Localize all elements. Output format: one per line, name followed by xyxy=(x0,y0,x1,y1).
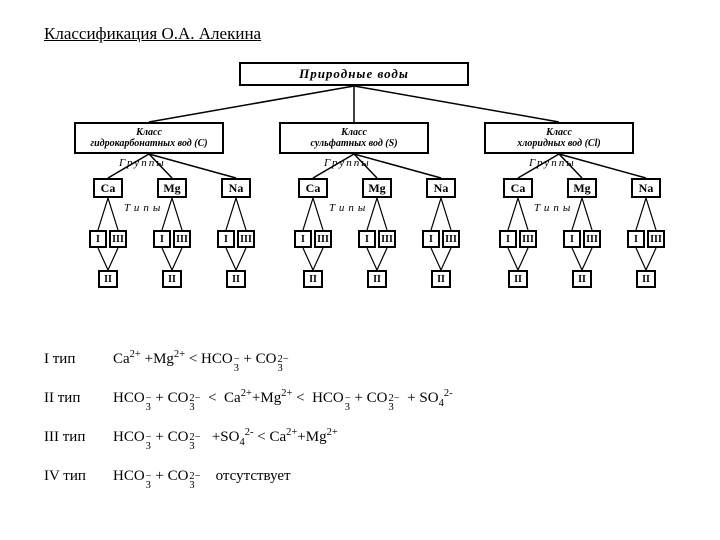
group-node: Na xyxy=(631,178,661,198)
type-node: II xyxy=(508,270,528,288)
group-node: Mg xyxy=(567,178,597,198)
type-node: II xyxy=(226,270,246,288)
type-node: I xyxy=(217,230,235,248)
type-node: III xyxy=(173,230,191,248)
group-label: Группы xyxy=(529,157,576,169)
type-3-row: III тип HCO−3 + CO2−3 +SO42- < Ca2++Mg2+ xyxy=(44,418,453,457)
group-node: Ca xyxy=(93,178,123,198)
type-node: I xyxy=(563,230,581,248)
group-node: Na xyxy=(426,178,456,198)
type-node: III xyxy=(519,230,537,248)
group-node: Ca xyxy=(503,178,533,198)
type-label: Типы xyxy=(534,202,574,214)
class-node: Классхлоридных вод (Cl) xyxy=(484,122,634,154)
type-1-label: I тип xyxy=(44,340,99,379)
type-node: II xyxy=(162,270,182,288)
type-node: III xyxy=(314,230,332,248)
type-1-row: I тип Ca2+ +Mg2+ < HCO−3 + CO2−3 xyxy=(44,340,453,379)
type-4-row: IV тип HCO−3 + CO2−3 отсутствует xyxy=(44,457,453,496)
group-label: Группы xyxy=(119,157,166,169)
type-2-formula: HCO−3 + CO2−3 < Ca2++Mg2+ < HCO−3 + CO2−… xyxy=(113,379,453,418)
type-node: I xyxy=(89,230,107,248)
type-node: III xyxy=(378,230,396,248)
type-node: I xyxy=(627,230,645,248)
class-node: Класссульфатных вод (S) xyxy=(279,122,429,154)
type-3-label: III тип xyxy=(44,418,99,457)
page-title: Классификация О.А. Алекина xyxy=(44,24,261,44)
type-3-formula: HCO−3 + CO2−3 +SO42- < Ca2++Mg2+ xyxy=(113,418,338,457)
type-node: II xyxy=(636,270,656,288)
type-2-label: II тип xyxy=(44,379,99,418)
type-node: III xyxy=(647,230,665,248)
group-node: Ca xyxy=(298,178,328,198)
type-label: Типы xyxy=(329,202,369,214)
group-node: Mg xyxy=(157,178,187,198)
group-node: Na xyxy=(221,178,251,198)
type-node: II xyxy=(431,270,451,288)
root-node: Природные воды xyxy=(239,62,469,86)
type-node: II xyxy=(303,270,323,288)
type-node: I xyxy=(422,230,440,248)
type-node: I xyxy=(294,230,312,248)
type-node: II xyxy=(367,270,387,288)
classification-tree: Природные воды Классгидрокарбонатных вод… xyxy=(44,62,664,322)
class-node: Классгидрокарбонатных вод (C) xyxy=(74,122,224,154)
type-1-formula: Ca2+ +Mg2+ < HCO−3 + CO2−3 xyxy=(113,340,289,379)
type-node: I xyxy=(358,230,376,248)
type-node: I xyxy=(499,230,517,248)
type-formulas: I тип Ca2+ +Mg2+ < HCO−3 + CO2−3 II тип … xyxy=(44,340,453,496)
type-label: Типы xyxy=(124,202,164,214)
type-node: III xyxy=(237,230,255,248)
type-node: II xyxy=(98,270,118,288)
type-4-formula: HCO−3 + CO2−3 отсутствует xyxy=(113,457,291,496)
type-2-row: II тип HCO−3 + CO2−3 < Ca2++Mg2+ < HCO−3… xyxy=(44,379,453,418)
type-node: I xyxy=(153,230,171,248)
type-node: III xyxy=(109,230,127,248)
type-node: III xyxy=(583,230,601,248)
type-4-label: IV тип xyxy=(44,457,99,496)
type-node: II xyxy=(572,270,592,288)
type-node: III xyxy=(442,230,460,248)
group-label: Группы xyxy=(324,157,371,169)
group-node: Mg xyxy=(362,178,392,198)
